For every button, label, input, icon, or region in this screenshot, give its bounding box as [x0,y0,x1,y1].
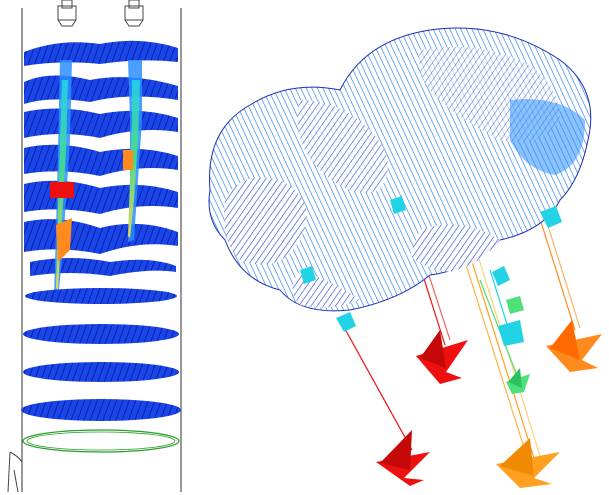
nozzle-icon [57,0,77,27]
arrowhead-icon [506,368,530,394]
inlet-ring-inner [26,431,176,451]
medium-velocity-zone [56,218,72,262]
vessel-panel [7,0,182,493]
arrowhead-icon [376,430,430,486]
vector-cloud-panel [208,27,602,488]
high-velocity-zone [50,182,74,198]
vector-bands-lower [21,288,181,421]
arrowhead-icon [416,330,468,384]
jet-plume-right [123,60,142,242]
flow-markers [300,196,562,346]
side-pipe [7,451,23,493]
arrowhead-icon [546,320,602,372]
arrowhead-icon [496,438,560,488]
jet-plume-left [50,60,74,298]
vector-bands-upper [24,40,178,276]
medium-velocity-zone [123,150,133,170]
inlet-ring [22,429,180,453]
vector-cloud [208,27,592,312]
nozzle-icon [124,0,144,27]
